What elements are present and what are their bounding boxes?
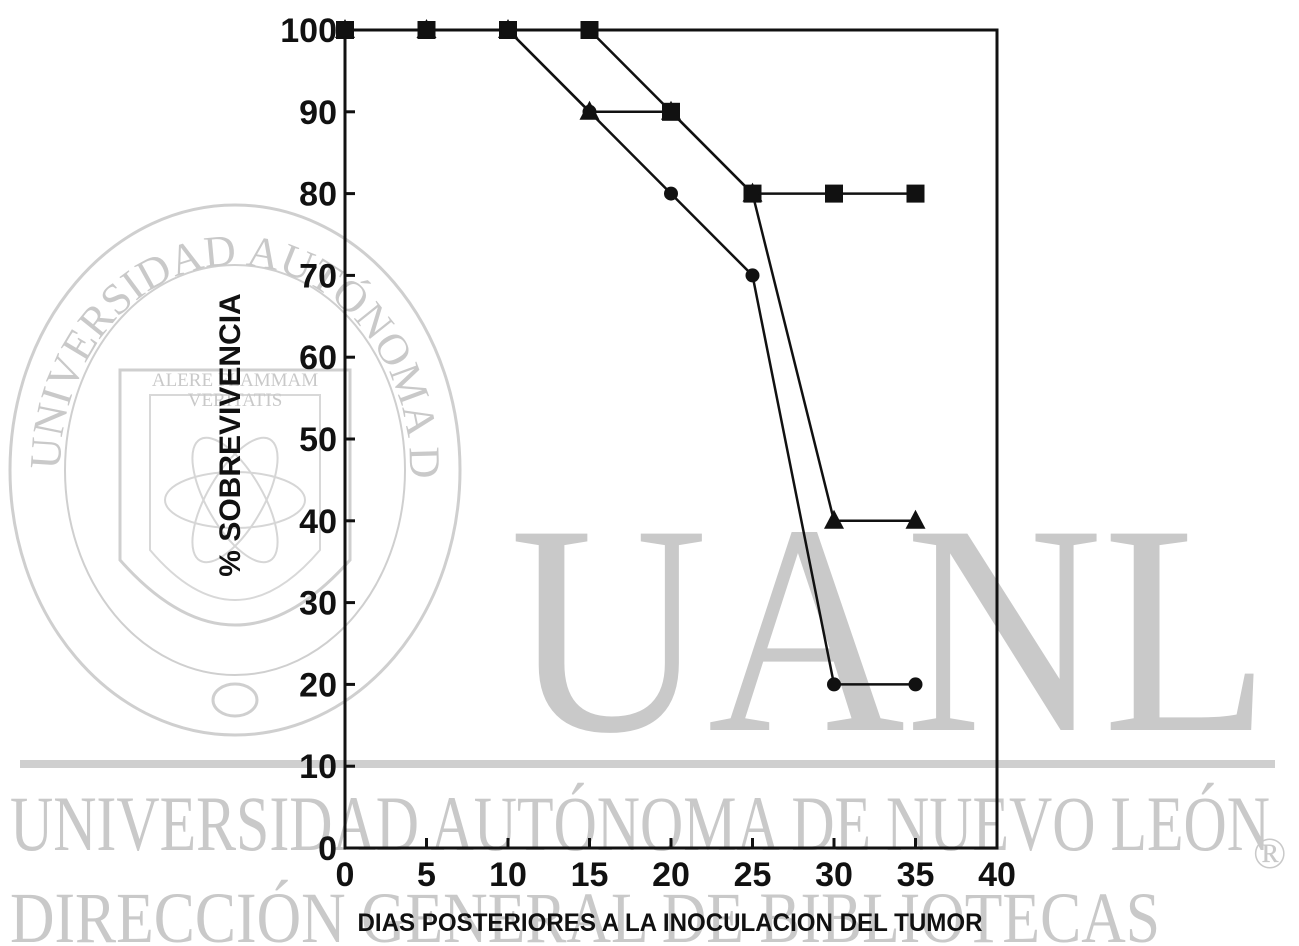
watermark-divider xyxy=(20,760,1275,768)
data-point-triangle xyxy=(905,509,926,529)
seal-motto-line1: ALERE FLAMMAM xyxy=(152,370,318,391)
x-tick-label: 40 xyxy=(978,856,1016,894)
data-point-circle xyxy=(827,677,841,692)
data-point-circle xyxy=(908,677,923,692)
data-point-triangle xyxy=(661,100,681,120)
y-tick-label: 60 xyxy=(299,339,337,377)
data-point-square xyxy=(906,184,925,203)
y-tick-label: 70 xyxy=(299,257,337,295)
data-point-square xyxy=(580,21,599,39)
y-tick-label: 80 xyxy=(299,176,337,214)
watermark-university-line: UNIVERSIDAD AUTÓNOMA DE NUEVO LEÓN xyxy=(10,780,1270,867)
data-point-square xyxy=(825,184,843,203)
plot-area: 0 10 20 30 40 50 60 70 80 90 100 0 5 10 15 20 25 30 35 40 xyxy=(280,12,1016,894)
x-tick-label: 20 xyxy=(652,856,690,894)
x-axis-ticks: 0 5 10 15 20 25 30 35 40 xyxy=(336,838,1016,894)
registered-mark-icon: ® xyxy=(1253,829,1286,878)
y-tick-label: 20 xyxy=(299,666,337,704)
y-tick-label: 0 xyxy=(318,830,337,868)
x-tick-label: 10 xyxy=(489,856,527,894)
y-axis-ticks: 0 10 20 30 40 50 60 70 80 90 100 xyxy=(280,12,355,868)
data-point-circle xyxy=(419,23,434,37)
x-tick-label: 15 xyxy=(571,856,609,894)
y-tick-label: 40 xyxy=(299,503,337,541)
y-tick-label: 30 xyxy=(299,585,337,623)
x-tick-label: 30 xyxy=(815,856,853,894)
series-layer xyxy=(335,19,926,692)
x-tick-label: 35 xyxy=(897,856,935,894)
y-axis-title: % SOBREVIVENCIA xyxy=(214,293,247,576)
x-tick-label: 5 xyxy=(417,856,436,894)
y-tick-label: 100 xyxy=(280,12,337,50)
watermark-uanl: UANL xyxy=(510,463,1270,795)
y-tick-label: 90 xyxy=(299,94,337,132)
y-tick-label: 50 xyxy=(299,421,337,459)
data-point-circle xyxy=(745,268,760,283)
series-circle xyxy=(338,23,923,692)
data-point-circle xyxy=(501,23,515,37)
x-tick-label: 25 xyxy=(734,856,772,894)
series-line-circle xyxy=(345,28,916,686)
seal-motto-line2: VERITATIS xyxy=(188,390,283,411)
y-tick-label: 10 xyxy=(299,748,337,786)
x-tick-label: 0 xyxy=(336,856,355,894)
x-axis-title: DIAS POSTERIORES A LA INOCULACION DEL TU… xyxy=(358,909,983,937)
watermark-direction-line: DIRECCIÓN GENERAL DE BIBLIOTECAS xyxy=(10,878,1160,946)
data-point-triangle xyxy=(742,182,763,202)
data-point-triangle xyxy=(824,509,844,529)
data-point-circle xyxy=(582,104,597,119)
data-point-circle xyxy=(338,23,352,37)
data-point-circle xyxy=(664,186,678,201)
